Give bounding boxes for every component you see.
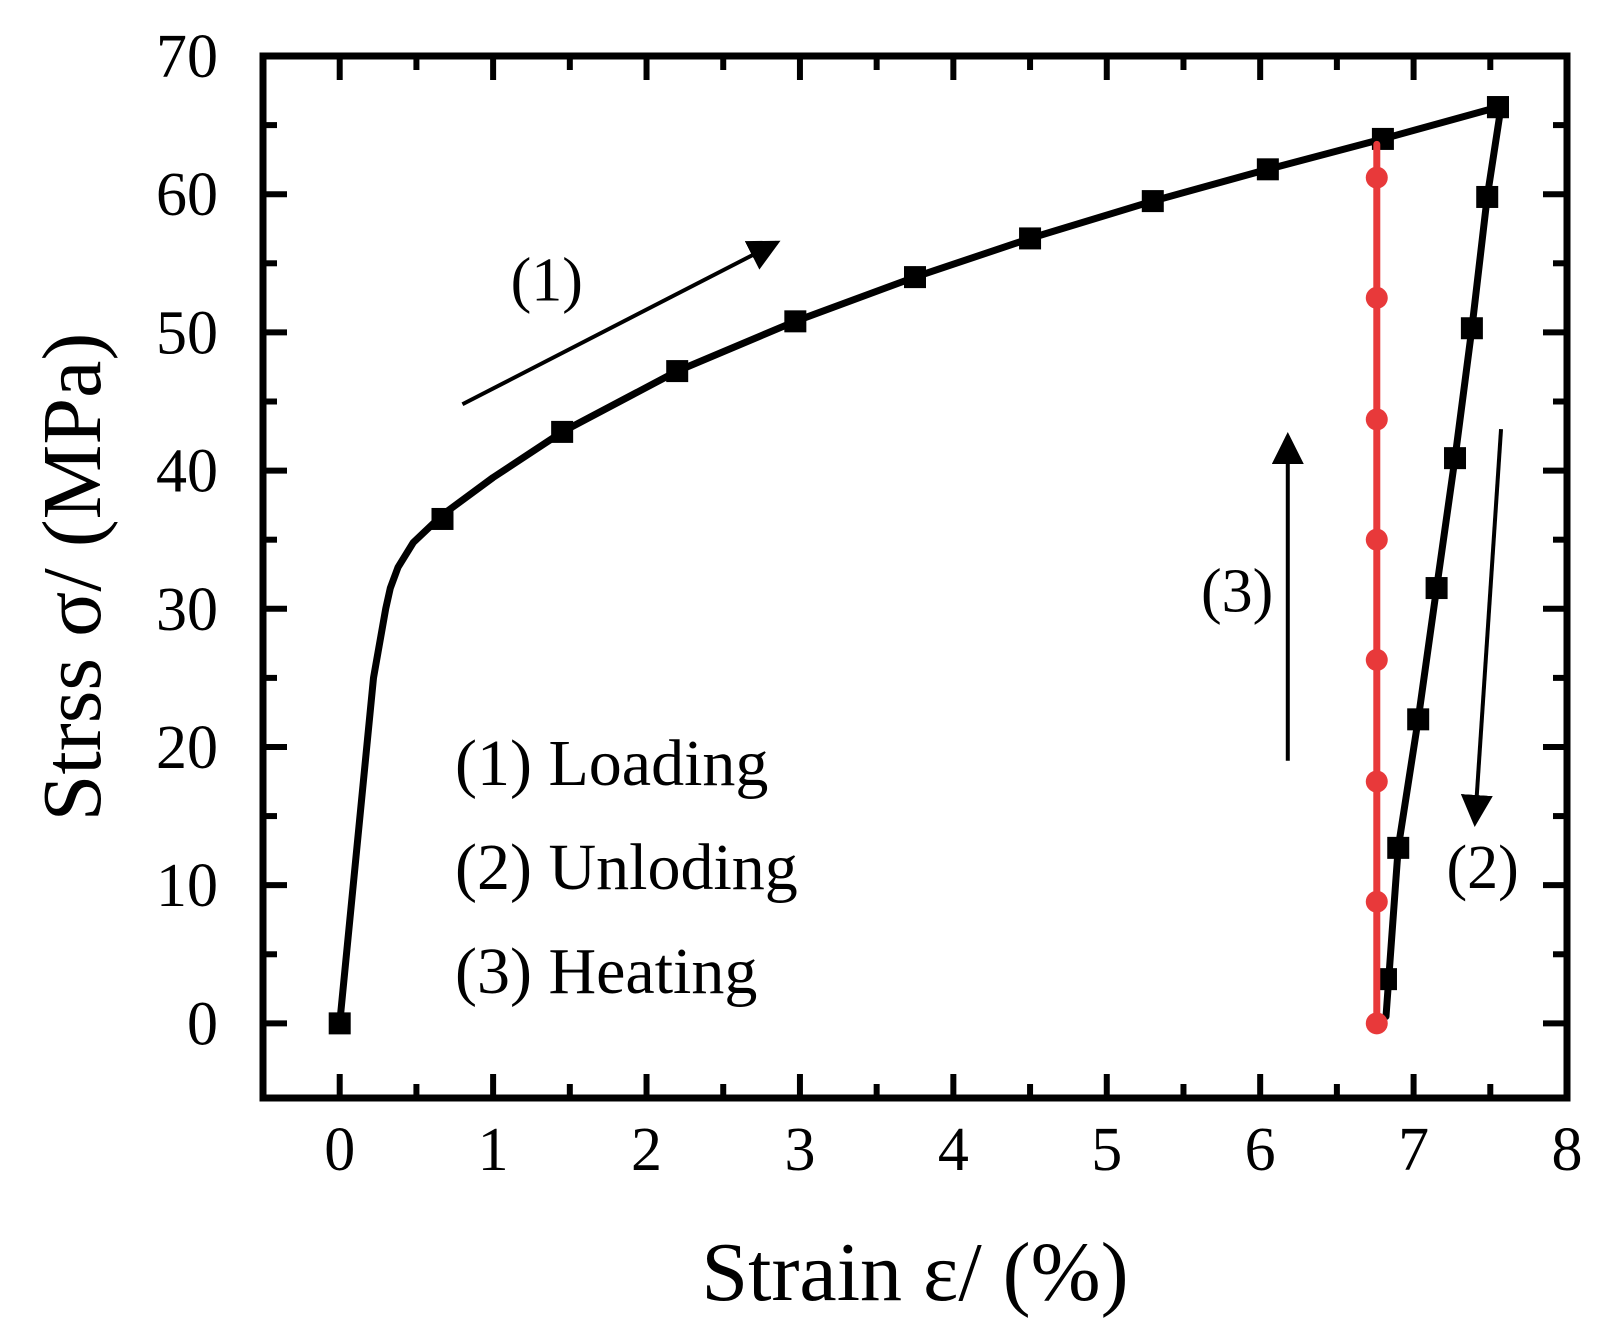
loading-data-point (431, 507, 454, 530)
loading-data-point (904, 266, 926, 289)
loading-data-point (784, 310, 807, 333)
x-tick-label: 4 (938, 1116, 969, 1184)
legend-entry-unloading: (2) Unloding (455, 831, 798, 904)
unloding-data-point (1374, 968, 1397, 991)
y-tick-label: 0 (187, 990, 218, 1058)
heating-data-point (1365, 890, 1388, 913)
legend-entry-loading: (1) Loading (455, 727, 768, 800)
unloding-data-point (1444, 447, 1467, 470)
y-axis-title: Strss σ/ (MPa) (26, 333, 119, 822)
y-tick-label: 70 (156, 23, 218, 91)
x-tick-label: 2 (631, 1116, 662, 1184)
unloding-data-point (1407, 708, 1430, 731)
x-tick-label: 5 (1091, 1116, 1122, 1184)
y-tick-label: 10 (156, 852, 218, 920)
y-tick-label: 60 (156, 161, 218, 229)
unloding-data-point (1460, 317, 1483, 340)
loading-data-point (1256, 158, 1279, 181)
x-tick-label: 0 (324, 1116, 355, 1184)
x-tick-label: 1 (478, 1116, 509, 1184)
loading-data-point (1019, 227, 1042, 250)
heating-data-point (1365, 528, 1388, 551)
annotation-label-3: (2) (1446, 834, 1518, 902)
annotation-label-1: (1) (511, 247, 583, 315)
data-series (328, 96, 1509, 1035)
heating-data-point (1365, 1012, 1388, 1035)
annotation-arrow-1 (461, 240, 781, 407)
plot-frame (259, 52, 1571, 1102)
y-tick-label: 40 (156, 438, 218, 506)
heating-data-point (1365, 166, 1388, 189)
loading-data-point (666, 360, 689, 383)
x-tick-label: 3 (784, 1116, 815, 1184)
x-tick-label: 8 (1552, 1116, 1583, 1184)
annotation-label-2: (3) (1201, 558, 1273, 626)
annotation-arrow-3 (1460, 428, 1504, 827)
legend-entry-heating: (3) Heating (455, 935, 757, 1008)
unloding-data-point (1425, 577, 1448, 600)
loading-data-point (1141, 190, 1164, 213)
y-tick-label: 30 (156, 576, 218, 644)
x-tick-label: 7 (1398, 1116, 1429, 1184)
axis-tick-labels: 0 1 2 3 4 5 6 7 8 0 10 20 30 40 50 60 70 (156, 23, 1583, 1184)
y-tick-label: 20 (156, 714, 218, 782)
legend: (1) Loading (2) Unloding (3) Heating (455, 727, 798, 1008)
y-tick-label: 50 (156, 299, 218, 367)
unloding-data-point (1387, 836, 1410, 859)
x-tick-label: 6 (1245, 1116, 1276, 1184)
loading-data-point (328, 1012, 351, 1035)
unloding-data-point (1486, 96, 1509, 119)
heating-data-point (1365, 648, 1388, 671)
heating-data-point (1365, 286, 1388, 309)
axis-ticks (263, 53, 1570, 1098)
loading-data-point (551, 420, 574, 443)
annotations: (1) (3) (2) (461, 240, 1519, 902)
x-axis-title: Strain ε/ (%) (701, 1226, 1128, 1319)
heating-data-point (1365, 408, 1388, 431)
heating-data-point (1365, 770, 1388, 793)
unloding-series-line (1382, 103, 1505, 1020)
unloding-data-point (1476, 185, 1499, 208)
